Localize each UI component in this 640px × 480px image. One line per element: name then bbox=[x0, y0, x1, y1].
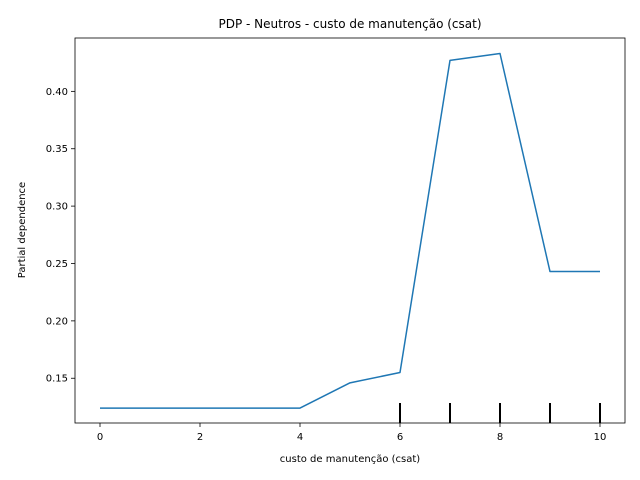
x-tick-label-5: 10 bbox=[594, 432, 607, 443]
x-axis-label: custo de manutenção (csat) bbox=[280, 454, 420, 465]
y-tick-label-5: 0.40 bbox=[46, 87, 68, 98]
x-tick-label-0: 0 bbox=[97, 432, 103, 443]
plot-frame bbox=[74, 37, 626, 424]
y-tick-label-1: 0.20 bbox=[46, 316, 68, 327]
y-axis-label: Partial dependence bbox=[17, 182, 28, 278]
y-tick-label-4: 0.35 bbox=[46, 144, 68, 155]
chart-title: PDP - Neutros - custo de manutenção (csa… bbox=[218, 17, 481, 31]
x-tick-label-1: 2 bbox=[197, 432, 203, 443]
plot-area: 0 2 4 6 8 10 0.15 0.20 0.25 0.30 0.35 0.40 bbox=[46, 37, 626, 443]
series-line-0 bbox=[100, 52, 600, 409]
x-tick-label-2: 4 bbox=[297, 432, 303, 443]
x-tick-label-3: 6 bbox=[397, 432, 403, 443]
y-tick-label-2: 0.25 bbox=[46, 259, 68, 270]
y-tick-label-3: 0.30 bbox=[46, 202, 68, 213]
y-tick-label-0: 0.15 bbox=[46, 374, 68, 385]
x-tick-label-4: 8 bbox=[497, 432, 503, 443]
